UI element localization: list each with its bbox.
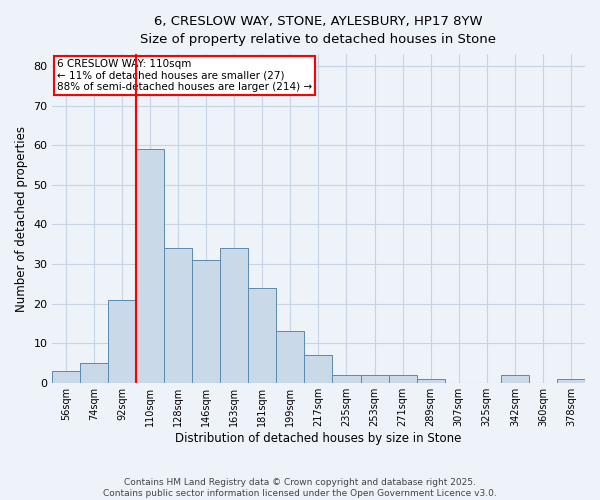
Bar (52, 371, 80, 383)
Bar (389, 375, 416, 383)
Bar (108, 300, 136, 383)
Bar (192, 260, 220, 383)
Bar (361, 375, 389, 383)
X-axis label: Distribution of detached houses by size in Stone: Distribution of detached houses by size … (175, 432, 461, 445)
Y-axis label: Number of detached properties: Number of detached properties (15, 126, 28, 312)
Bar (304, 355, 332, 383)
Bar (80, 363, 108, 383)
Bar (136, 149, 164, 383)
Bar (220, 248, 248, 383)
Text: 6 CRESLOW WAY: 110sqm
← 11% of detached houses are smaller (27)
88% of semi-deta: 6 CRESLOW WAY: 110sqm ← 11% of detached … (57, 59, 313, 92)
Bar (164, 248, 192, 383)
Title: 6, CRESLOW WAY, STONE, AYLESBURY, HP17 8YW
Size of property relative to detached: 6, CRESLOW WAY, STONE, AYLESBURY, HP17 8… (140, 15, 496, 46)
Text: Contains HM Land Registry data © Crown copyright and database right 2025.
Contai: Contains HM Land Registry data © Crown c… (103, 478, 497, 498)
Bar (557, 379, 585, 383)
Bar (416, 379, 445, 383)
Bar (277, 332, 304, 383)
Bar (332, 375, 361, 383)
Bar (248, 288, 277, 383)
Bar (501, 375, 529, 383)
